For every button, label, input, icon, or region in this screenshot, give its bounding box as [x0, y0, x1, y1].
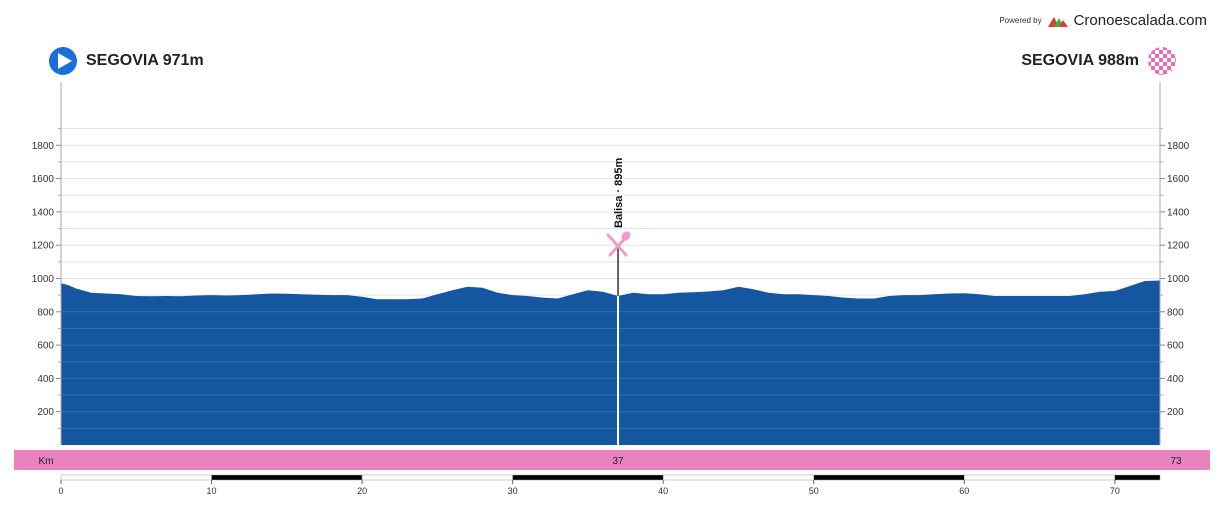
y-tick-label-right: 1800	[1167, 141, 1190, 152]
km-band-end-value: 73	[1170, 456, 1182, 467]
y-tick-label-right: 200	[1167, 407, 1184, 418]
finish-label: SEGOVIA 988m	[1021, 52, 1139, 69]
scale-segment	[211, 474, 363, 481]
scale-segment	[813, 474, 965, 481]
y-tick-label-left: 200	[37, 407, 54, 418]
km-band-label: Km	[39, 456, 54, 467]
finish-endpoint: SEGOVIA 988m	[1021, 46, 1177, 76]
km-band-mid-value: 37	[612, 456, 624, 467]
scale-segment	[964, 474, 1116, 481]
y-tick-label-left: 800	[37, 307, 54, 318]
powered-by-label: Powered by	[999, 16, 1042, 25]
km-band	[14, 450, 1210, 470]
brand: Powered by Cronoescalada.com	[999, 12, 1207, 29]
y-tick-label-left: 600	[37, 341, 54, 352]
y-tick-label-left: 1800	[32, 141, 55, 152]
scale-segment	[662, 474, 814, 481]
scale-segment	[512, 474, 664, 481]
x-tick-label: 40	[658, 486, 668, 496]
x-tick-label: 20	[357, 486, 367, 496]
start-label: SEGOVIA 971m	[86, 52, 204, 69]
y-tick-label-right: 400	[1167, 374, 1184, 385]
y-tick-label-left: 1600	[32, 174, 55, 185]
feeding-zone-icon	[606, 231, 631, 257]
checkered-flag-icon	[1148, 47, 1176, 75]
y-tick-label-right: 600	[1167, 341, 1184, 352]
scale-segment	[1114, 474, 1161, 481]
scale-segment	[60, 474, 212, 481]
x-tick-label: 30	[508, 486, 518, 496]
y-tick-label-left: 1400	[32, 207, 55, 218]
y-tick-label-right: 1200	[1167, 241, 1190, 252]
y-tick-label-right: 1600	[1167, 174, 1190, 185]
elevation-profile-area	[61, 280, 1160, 445]
x-tick-label: 70	[1110, 486, 1120, 496]
y-tick-label-left: 400	[37, 374, 54, 385]
x-tick-label: 10	[207, 486, 217, 496]
x-tick-label: 0	[58, 486, 63, 496]
y-tick-label-right: 800	[1167, 307, 1184, 318]
mountains-logo-icon	[1047, 16, 1068, 27]
y-tick-label-right: 1400	[1167, 207, 1190, 218]
play-circle-icon	[49, 47, 77, 75]
y-tick-label-right: 1000	[1167, 274, 1190, 285]
y-tick-label-left: 1000	[32, 274, 55, 285]
x-tick-label: 50	[809, 486, 819, 496]
spoon-head	[621, 231, 631, 241]
start-endpoint: SEGOVIA 971m	[48, 46, 204, 76]
brand-site-link[interactable]: Cronoescalada.com	[1073, 12, 1207, 29]
marker-label: Balisa · 895m	[613, 157, 625, 228]
scale-segment	[361, 474, 513, 481]
x-tick-label: 60	[959, 486, 969, 496]
y-tick-label-left: 1200	[32, 241, 55, 252]
